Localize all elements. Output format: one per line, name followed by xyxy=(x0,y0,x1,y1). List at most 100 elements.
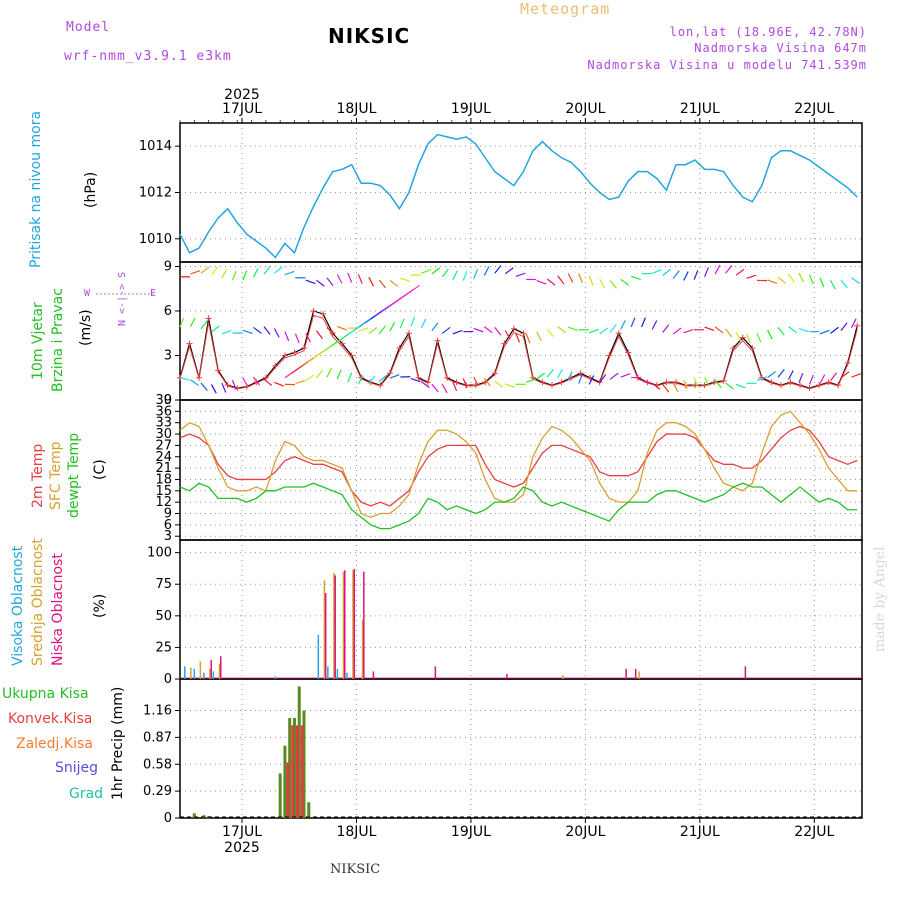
total-precip-bar xyxy=(283,745,287,818)
wind-arrow xyxy=(200,320,208,330)
wind-arrow xyxy=(630,317,636,328)
wind-marker xyxy=(386,370,393,377)
model-label: Model xyxy=(66,20,111,35)
wind-arrow xyxy=(557,326,567,334)
wind-arrow xyxy=(798,327,809,333)
wind-arrow xyxy=(567,371,573,381)
wind-marker xyxy=(701,382,708,389)
wind-gust-line xyxy=(179,314,858,390)
wind-arrow xyxy=(378,325,387,334)
meteogram-subtitle: Meteogram xyxy=(520,0,611,18)
wind-marker xyxy=(510,325,517,332)
day-label-bottom: 22JUL xyxy=(794,824,834,840)
wind-marker xyxy=(844,359,851,366)
ytick-label-wind: 6 xyxy=(164,304,172,319)
wind-arrow xyxy=(536,279,547,285)
wind-arrow xyxy=(850,318,857,328)
pressure-line xyxy=(179,133,858,259)
wind-marker xyxy=(453,379,460,386)
wind-marker xyxy=(272,362,279,369)
ytick-label-temp: 12 xyxy=(155,495,172,510)
wind-arrow xyxy=(808,374,814,385)
wind-arrow xyxy=(295,379,306,385)
day-label-top: 21JUL xyxy=(680,101,720,117)
ytick-label-temp: 27 xyxy=(155,438,172,453)
wind-arrow xyxy=(452,381,458,392)
wind-arrow xyxy=(179,376,190,381)
wind-arrow xyxy=(525,333,531,344)
total-precip-bar xyxy=(192,813,196,818)
wind-arrow xyxy=(357,375,364,385)
wind-arrow xyxy=(336,274,343,284)
conv-precip-bar xyxy=(291,725,295,818)
wind-arrow xyxy=(316,279,325,287)
wind-arrow xyxy=(294,333,300,344)
wind-arrow xyxy=(830,326,839,334)
wind-arrow xyxy=(588,375,595,385)
wind-arrow xyxy=(725,265,733,274)
wind-arrow xyxy=(483,266,490,276)
model-elevation-label: Nadmorska Visina u modelu 741.539m xyxy=(587,58,867,72)
wind-arrow xyxy=(368,277,375,287)
wind-marker xyxy=(205,315,212,322)
wind-arrow xyxy=(851,277,860,284)
wind-marker xyxy=(549,382,555,389)
wind-arrow xyxy=(830,372,838,382)
wind-arrow xyxy=(347,272,353,283)
wind-arrow xyxy=(242,377,248,387)
ytick-label-temp: 33 xyxy=(155,416,172,431)
ytick-label-precip: 1.16 xyxy=(143,704,172,719)
wind-arrow xyxy=(211,266,219,276)
ytick-label-temp: 39 xyxy=(155,393,172,408)
legend-hail: Grad xyxy=(69,786,104,802)
wind-arrow xyxy=(683,328,694,334)
wind-marker xyxy=(797,382,803,389)
wind-arrow xyxy=(305,333,312,343)
legend-conv-rain: Konvek.Kisa xyxy=(8,711,93,727)
wind-arrow xyxy=(399,318,405,329)
compass-east: E xyxy=(150,288,157,299)
ytick-label-cloud: 50 xyxy=(155,609,172,624)
wind-arrow xyxy=(662,268,671,277)
wind-arrow xyxy=(358,327,369,332)
wind-arrow xyxy=(368,327,378,335)
wind-arrow xyxy=(231,270,237,281)
ytick-label-cloud: 100 xyxy=(147,546,172,561)
wind-marker xyxy=(777,382,784,389)
wind-marker xyxy=(405,330,412,337)
elevation-label: Nadmorska Visina 647m xyxy=(694,41,867,55)
wind-marker xyxy=(310,307,317,314)
wind-arrow xyxy=(420,381,430,389)
wind-marker xyxy=(854,322,861,329)
wind-arrow xyxy=(578,273,583,284)
wind-arrow xyxy=(798,373,804,383)
wind-arrow xyxy=(714,264,721,275)
wind-arrow xyxy=(431,322,439,332)
wind-marker xyxy=(320,310,327,317)
wind-arrow xyxy=(420,318,427,329)
wind-arrow xyxy=(735,268,745,276)
wind-marker xyxy=(816,382,823,389)
total-precip-bar xyxy=(302,710,306,818)
wind-marker xyxy=(787,379,794,386)
wind-arrow xyxy=(441,268,449,278)
wind-arrow xyxy=(231,380,237,390)
wind-arrow xyxy=(808,274,814,285)
day-label-top: 22JUL xyxy=(794,101,834,117)
wind-arrow xyxy=(389,322,396,332)
wind-arrow xyxy=(840,279,848,289)
wind-marker xyxy=(425,379,431,386)
wind-marker xyxy=(539,379,546,386)
ytick-label-cloud: 75 xyxy=(155,577,172,592)
wind-arrow xyxy=(389,279,399,287)
ytick-label-cloud: 0 xyxy=(164,672,172,687)
total-precip-bar xyxy=(307,802,311,818)
wind-arrow xyxy=(767,279,778,285)
wind-arrow xyxy=(546,278,556,286)
total-precip-bar xyxy=(292,717,296,818)
wind-arrow xyxy=(221,329,232,335)
wind-arrow xyxy=(683,379,688,390)
wind-arrow xyxy=(189,317,196,327)
wind-arrow xyxy=(505,383,515,388)
ytick-label-temp: 36 xyxy=(155,404,172,419)
